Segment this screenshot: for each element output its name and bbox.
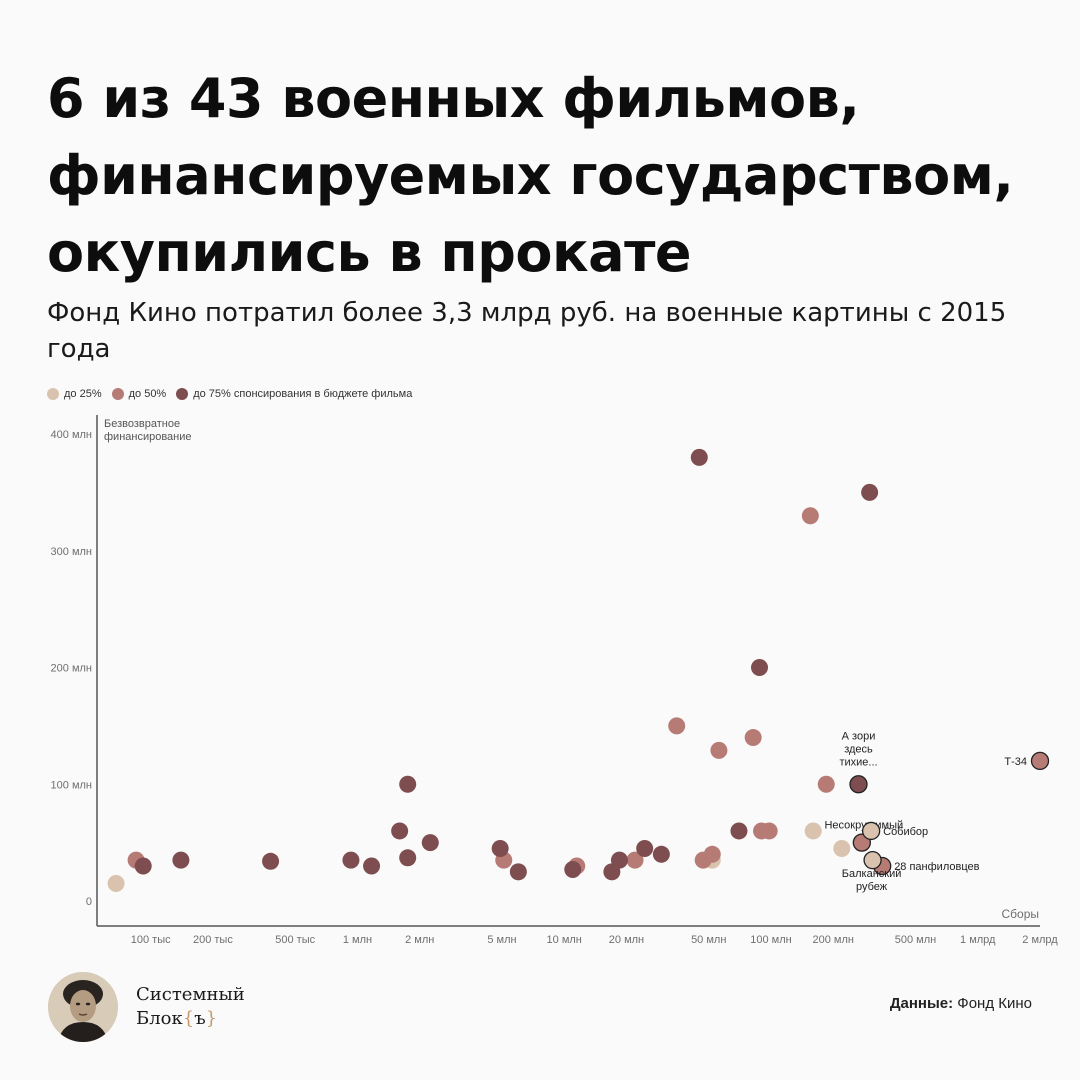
data-point [744,729,762,747]
data-point [760,822,778,840]
x-tick-label: 500 млн [895,934,936,946]
data-point [391,822,409,840]
data-point [172,851,190,869]
x-tick-label: 200 млн [812,934,853,946]
point-label: А зори здесь тихие... [839,730,877,768]
legend-item-75: до 75% спонсирования в бюджете фильма [176,388,412,400]
y-axis-title: Безвозвратное финансирование [104,418,192,443]
legend-item-50: до 50% [111,388,167,400]
highlighted-point [849,775,868,794]
brand-line-2-text: Блок [136,1008,183,1029]
x-tick-label: 2 млрд [1022,934,1058,946]
data-point [636,839,654,857]
highlighted-point [1030,751,1050,771]
point-label: Балканский рубеж [842,868,902,893]
x-tick-label: 10 млн [547,934,582,946]
data-point [491,839,509,857]
brace-open: { [182,1008,195,1029]
data-point [610,851,628,869]
x-tick-label: 20 млн [609,934,644,946]
highlighted-point [863,850,882,870]
data-point [564,860,582,878]
brand-name: Системный Блок{ъ} [136,983,245,1031]
legend-item-25: до 25% [47,388,102,400]
x-tick-label: 50 млн [691,934,726,946]
legend-label: до 75% спонсирования в бюджете фильма [193,388,413,400]
chart-subtitle: Фонд Кино потратил более 3,3 млрд руб. н… [47,298,1007,364]
data-point [626,851,644,869]
y-tick-label: 200 млн [51,663,92,675]
y-tick-label: 100 млн [51,779,92,791]
y-tick-label: 300 млн [51,546,92,558]
point-label: Т-34 [1004,756,1027,768]
data-point [861,483,879,501]
brand-line-1: Системный [136,984,245,1005]
brand-logo: Системный Блок{ъ} [48,972,245,1042]
brand-hard-sign: ъ [194,1008,206,1029]
data-point [833,839,851,857]
legend-label: до 50% [128,388,167,400]
brand-line-2: Блок{ъ} [136,1007,245,1031]
x-tick-label: 200 тыс [193,934,233,946]
brace-close: } [205,1008,218,1029]
data-point [690,448,708,466]
x-tick-label: 1 млн [343,934,372,946]
data-point [804,822,822,840]
data-point [262,852,280,870]
point-label: Собибор [883,826,928,838]
source-label: Данные: [889,995,954,1012]
x-axis-title: Сборы [1001,907,1039,921]
data-point [710,741,728,759]
chart-title: 6 из 43 военных фильмов, финансируемых г… [47,67,1014,284]
data-point [652,845,670,863]
source-value: Фонд Кино [957,995,1032,1012]
data-point [363,857,381,875]
data-point [817,775,835,793]
data-source: Данные: Фонд Кино [890,995,1032,1012]
highlighted-point [861,821,881,841]
data-point [668,717,686,735]
legend-swatch [176,388,189,400]
point-label: 28 панфиловцев [894,861,979,873]
data-point [801,507,819,525]
legend: до 25% до 50% до 75% спонсирования в бюд… [47,388,422,400]
x-tick-label: 1 млрд [960,934,996,946]
portrait-icon [48,972,118,1042]
data-point [421,834,439,852]
x-tick-label: 500 тыс [275,934,315,946]
y-tick-label: 0 [86,896,92,908]
data-point [509,863,527,881]
data-point [134,857,152,875]
data-point [730,822,748,840]
x-tick-label: 2 млн [405,934,434,946]
legend-swatch [111,388,124,400]
data-point [342,851,360,869]
x-tick-label: 5 млн [487,934,516,946]
data-point [751,659,769,676]
legend-swatch [47,388,59,400]
x-tick-label: 100 млн [750,934,791,946]
data-point [703,845,721,863]
data-point [107,874,125,892]
scatter-chart: 0 100 млн 200 млн 300 млн 400 млн 100 тыс 200 … [51,415,1058,946]
x-tick-label: 100 тыс [131,934,171,946]
y-tick-label: 400 млн [51,429,92,441]
legend-label: до 25% [64,388,102,400]
data-point [399,849,417,867]
data-point [399,775,417,793]
